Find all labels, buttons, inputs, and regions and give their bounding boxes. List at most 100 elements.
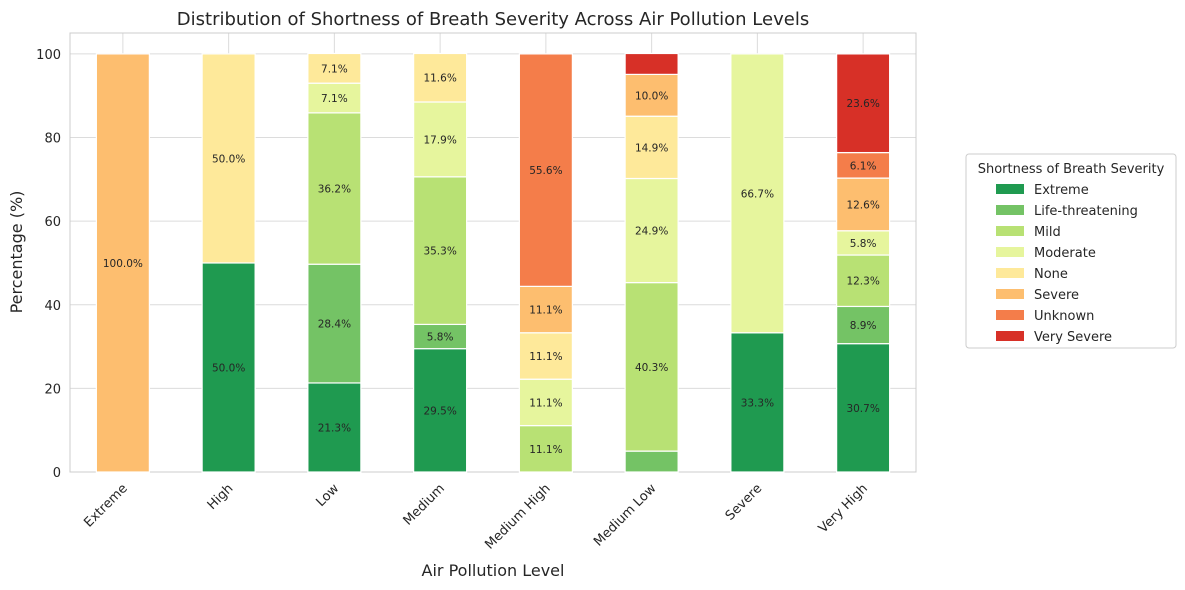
plot-area: 0 20 40 60 80 100 100.0% Extreme 50.0% 50.0% High 2…: [36, 32, 917, 553]
legend-title: Shortness of Breath Severity: [978, 162, 1165, 177]
bar-segment: [518, 53, 573, 287]
bar-segment: [518, 378, 573, 427]
bar-segment: [836, 230, 891, 256]
bar-value-label: 30.7%: [846, 403, 879, 415]
legend-label: Very Severe: [1034, 330, 1112, 345]
bar-segment: [836, 305, 891, 345]
x-tick-label: Medium: [401, 481, 448, 528]
legend-swatch: [996, 331, 1024, 341]
bar-segment: [836, 177, 891, 232]
y-tick-label: 80: [44, 132, 61, 147]
bar-value-label: 5.8%: [427, 332, 454, 344]
bar-value-label: 33.3%: [741, 397, 774, 409]
bar-segment: [413, 348, 468, 473]
bar-segment: [307, 382, 362, 473]
bar-value-label: 21.3%: [318, 422, 351, 434]
bar-value-label: 11.1%: [529, 397, 562, 409]
x-tick-label: Medium Low: [591, 481, 660, 550]
bar-segment: [95, 53, 150, 473]
bar-segment: [307, 263, 362, 384]
bar-segment: [307, 112, 362, 265]
x-tick-label: Extreme: [81, 481, 130, 530]
bar-value-label: 12.6%: [846, 199, 879, 211]
bar-value-label: 55.6%: [529, 165, 562, 177]
bar-segment: [624, 282, 679, 452]
x-tick-label: Very High: [816, 481, 871, 536]
bar-segment: [624, 52, 679, 75]
bar-value-label: 7.1%: [321, 93, 348, 105]
bar-value-label: 66.7%: [741, 188, 774, 200]
bar-value-label: 8.9%: [850, 320, 877, 332]
y-tick-label: 20: [44, 382, 61, 397]
bar-segment: [201, 262, 256, 473]
bar-value-label: 36.2%: [318, 184, 351, 196]
bar-segment: [518, 285, 573, 334]
y-tick-label: 60: [44, 215, 61, 230]
bar-segment: [413, 323, 468, 350]
legend-label: Moderate: [1034, 246, 1096, 261]
bar-value-label: 35.3%: [423, 246, 456, 258]
bar-segment: [413, 52, 468, 103]
legend-label: Mild: [1034, 225, 1061, 240]
bar-segment: [836, 53, 891, 154]
legend-swatch: [996, 205, 1024, 215]
bar-segment: [836, 254, 891, 308]
x-axis-label: Air Pollution Level: [422, 561, 565, 580]
bar-segment: [413, 101, 468, 178]
bar-value-label: 11.1%: [529, 444, 562, 456]
legend-frame: [965, 153, 1177, 349]
bar-segment: [836, 343, 891, 473]
bar-value-label: 11.1%: [529, 305, 562, 317]
bar-value-label: 10.0%: [635, 90, 668, 102]
legend: Shortness of Breath Severity Extreme Life…: [965, 153, 1177, 349]
bar-value-label: 24.9%: [635, 226, 668, 238]
bar-segment: [518, 332, 573, 380]
x-tick-label: Severe: [723, 481, 765, 523]
legend-swatch: [996, 247, 1024, 257]
bar-value-label: 23.6%: [846, 98, 879, 110]
bar-value-label: 5.8%: [850, 238, 877, 250]
plot-frame: [69, 32, 917, 473]
bar-segment: [307, 82, 362, 114]
legend-label: Unknown: [1034, 309, 1094, 324]
bar-value-label: 6.1%: [850, 160, 877, 172]
bar-segment: [307, 52, 362, 84]
bar-value-label: 50.0%: [212, 153, 245, 165]
bar-segment: [201, 53, 256, 264]
x-tick-label: Medium High: [482, 481, 553, 552]
legend-swatch: [996, 268, 1024, 278]
legend-swatch: [996, 289, 1024, 299]
bar-value-label: 40.3%: [635, 362, 668, 374]
bar-segment: [624, 450, 679, 473]
legend-label: Severe: [1034, 288, 1079, 303]
x-tick-label: High: [205, 481, 237, 513]
legend-swatch: [996, 184, 1024, 194]
legend-swatch: [996, 310, 1024, 320]
bar-segment: [624, 177, 679, 284]
chart-title: Distribution of Shortness of Breath Seve…: [177, 9, 809, 30]
y-tick-label: 100: [36, 48, 61, 63]
bar-value-label: 17.9%: [423, 134, 456, 146]
bar-value-label: 12.3%: [846, 276, 879, 288]
legend-label: None: [1034, 267, 1068, 282]
bar-value-label: 29.5%: [423, 405, 456, 417]
y-axis-label: Percentage (%): [7, 191, 26, 314]
bar-value-label: 11.1%: [529, 351, 562, 363]
bar-segment: [413, 176, 468, 326]
bar-segment: [730, 332, 785, 473]
x-tick-label: Low: [313, 481, 342, 510]
bar-value-label: 50.0%: [212, 362, 245, 374]
legend-label: Extreme: [1034, 183, 1089, 198]
bar-value-label: 28.4%: [318, 319, 351, 331]
bar-value-label: 14.9%: [635, 142, 668, 154]
y-tick-label: 40: [44, 299, 61, 314]
bar-segment: [730, 53, 785, 334]
y-tick-label: 0: [53, 466, 61, 481]
bar-value-label: 100.0%: [103, 258, 143, 270]
bar-value-label: 7.1%: [321, 63, 348, 75]
legend-swatch: [996, 226, 1024, 236]
bar-value-label: 11.6%: [423, 73, 456, 85]
legend-label: Life-threatening: [1034, 204, 1138, 219]
bar-segment: [518, 424, 573, 473]
